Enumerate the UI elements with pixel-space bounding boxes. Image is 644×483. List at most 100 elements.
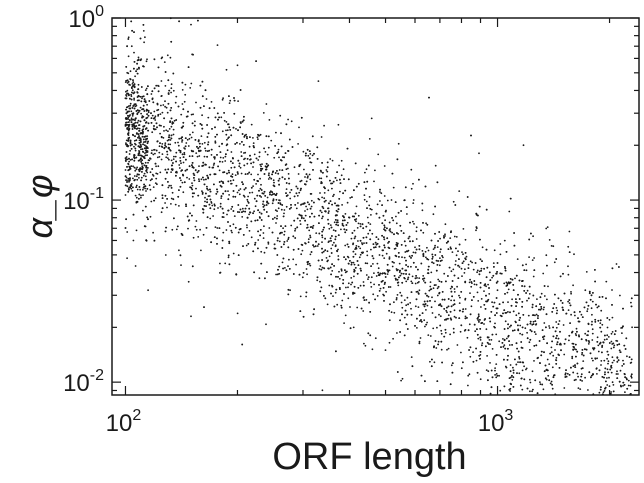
data-point (535, 323, 538, 325)
data-point (331, 159, 334, 162)
data-point (334, 230, 337, 232)
data-point (191, 182, 193, 185)
data-point (255, 200, 258, 203)
data-point (521, 264, 524, 267)
data-point (365, 236, 368, 239)
data-point (331, 244, 334, 246)
data-point (133, 97, 136, 100)
data-point (346, 221, 349, 224)
data-point (163, 61, 166, 63)
data-point (196, 155, 199, 158)
data-point (296, 194, 299, 197)
data-point (568, 251, 571, 254)
data-point (227, 190, 229, 193)
data-point (601, 351, 603, 354)
data-point (282, 215, 285, 218)
data-point (504, 347, 507, 350)
data-point (233, 99, 236, 102)
data-point (144, 154, 147, 157)
data-point (276, 170, 278, 172)
data-point (126, 127, 129, 129)
data-point (327, 218, 329, 221)
data-point (238, 211, 241, 214)
data-point (133, 157, 136, 160)
data-point (243, 115, 245, 118)
data-point (221, 216, 224, 218)
data-point (139, 154, 141, 157)
data-point (542, 336, 544, 339)
data-point (523, 365, 525, 368)
data-point (612, 342, 615, 345)
data-point (287, 150, 290, 152)
data-point (155, 84, 158, 87)
data-point (131, 190, 134, 192)
data-point (529, 378, 531, 381)
data-point (371, 255, 374, 257)
data-point (594, 269, 596, 271)
data-point (412, 261, 415, 264)
data-point (281, 169, 284, 172)
data-point (359, 267, 362, 270)
data-point (187, 145, 190, 147)
data-point (134, 142, 136, 145)
data-point (336, 250, 338, 252)
data-point (240, 172, 243, 175)
data-point (142, 108, 145, 110)
data-point (453, 274, 456, 277)
data-point (134, 147, 137, 150)
data-point (618, 266, 620, 268)
data-point (352, 255, 355, 258)
data-point (328, 210, 330, 213)
data-point (167, 168, 170, 171)
data-point (485, 328, 488, 331)
data-point (181, 103, 184, 105)
data-point (591, 357, 593, 360)
data-point (170, 187, 173, 189)
data-point (439, 237, 441, 240)
data-point (521, 369, 524, 372)
data-point (287, 265, 289, 268)
data-point (576, 372, 579, 375)
data-point (238, 165, 241, 168)
data-point (154, 152, 156, 155)
data-point (181, 169, 183, 172)
data-point (624, 348, 627, 350)
data-point (604, 386, 607, 389)
data-point (139, 141, 142, 144)
data-point (488, 287, 490, 289)
data-point (132, 177, 134, 180)
data-point (604, 373, 606, 376)
data-point (395, 215, 397, 218)
data-point (127, 179, 129, 182)
data-point (566, 372, 569, 375)
data-point (431, 253, 434, 256)
data-point (585, 339, 588, 342)
data-point (400, 210, 402, 212)
data-point (519, 324, 522, 327)
data-point (307, 154, 310, 157)
data-point (259, 187, 262, 190)
data-point (627, 379, 630, 382)
data-point (342, 282, 344, 285)
data-point (229, 225, 232, 227)
data-point (149, 157, 151, 160)
data-point (334, 235, 337, 238)
data-point (223, 112, 226, 114)
data-point (357, 222, 360, 225)
data-point (358, 256, 361, 259)
data-point (570, 291, 572, 293)
data-point (267, 164, 270, 167)
data-point (149, 215, 152, 218)
data-point (356, 260, 359, 262)
data-point (588, 371, 591, 374)
data-point (193, 174, 196, 177)
data-point (146, 147, 149, 150)
data-point (201, 80, 204, 83)
data-point (143, 144, 146, 147)
data-point (180, 264, 182, 266)
data-point (339, 190, 341, 193)
data-point (520, 346, 523, 349)
data-point (284, 267, 286, 269)
data-point (142, 125, 145, 128)
data-point (464, 280, 467, 283)
